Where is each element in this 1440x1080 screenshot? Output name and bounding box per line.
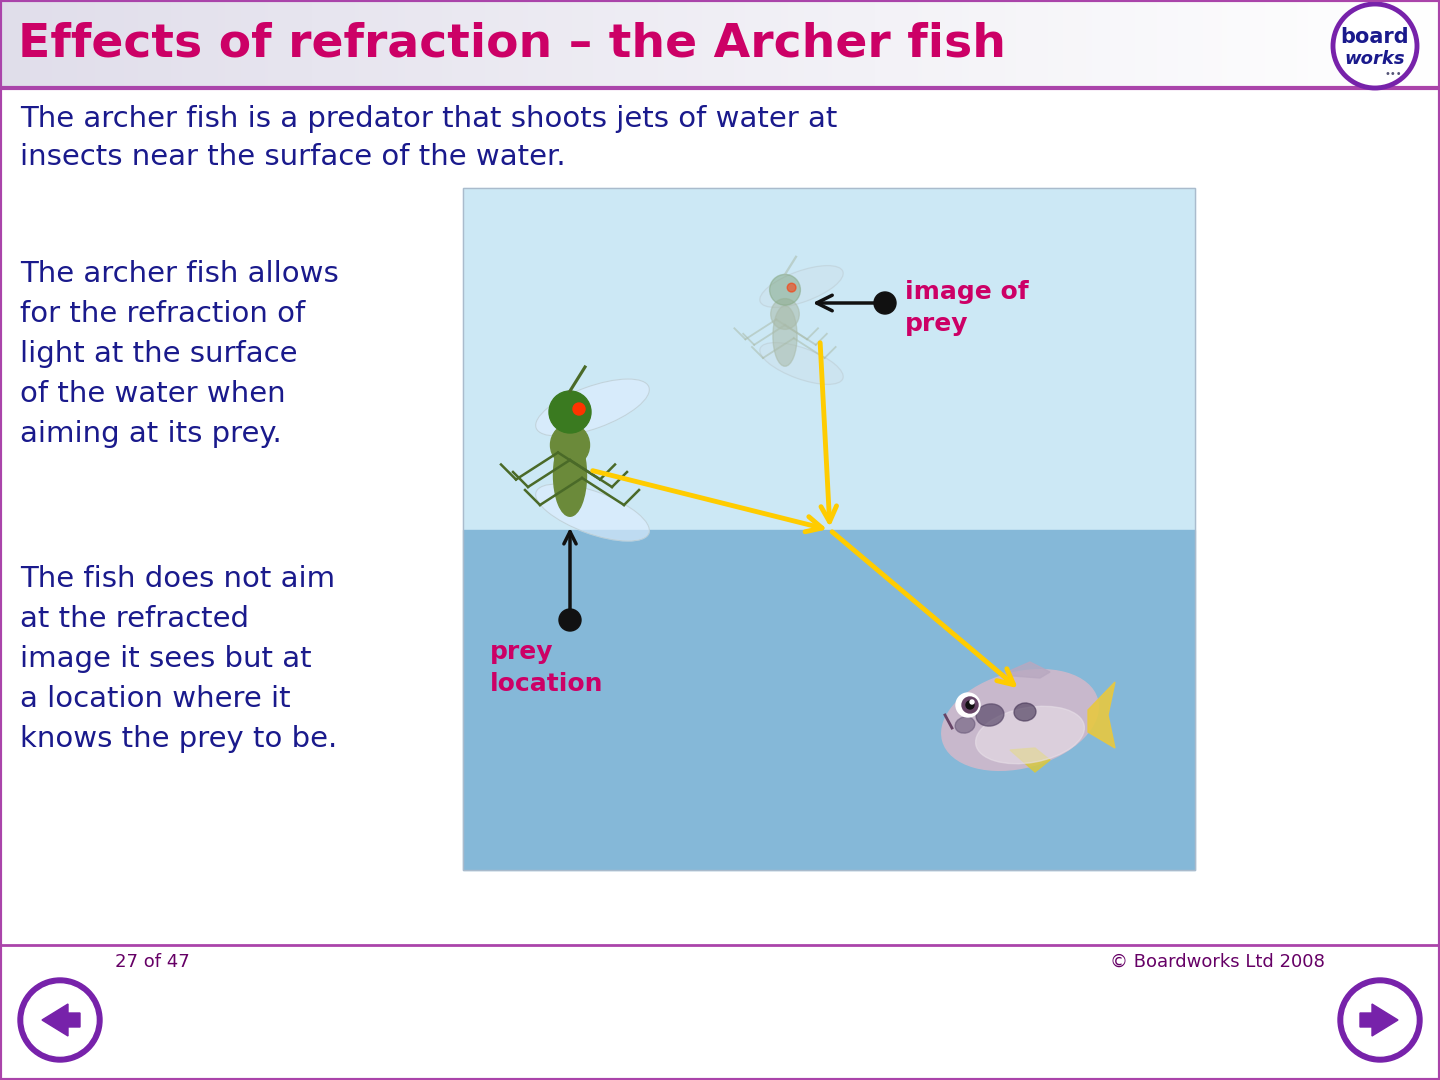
Circle shape	[24, 984, 96, 1056]
Circle shape	[559, 609, 580, 631]
Polygon shape	[1089, 681, 1115, 748]
Text: board: board	[1341, 27, 1410, 48]
Ellipse shape	[773, 306, 798, 366]
Ellipse shape	[942, 670, 1099, 770]
Ellipse shape	[976, 706, 1084, 764]
Ellipse shape	[553, 434, 586, 516]
Ellipse shape	[760, 342, 844, 384]
Ellipse shape	[955, 717, 975, 733]
Text: 27 of 47: 27 of 47	[115, 953, 190, 971]
Text: The archer fish allows
for the refraction of
light at the surface
of the water w: The archer fish allows for the refractio…	[20, 260, 338, 448]
Circle shape	[573, 403, 585, 415]
Text: •••: •••	[1384, 69, 1401, 79]
Text: The fish does not aim
at the refracted
image it sees but at
a location where it
: The fish does not aim at the refracted i…	[20, 565, 337, 754]
Text: image of
prey: image of prey	[904, 280, 1028, 336]
Polygon shape	[1009, 748, 1050, 772]
Circle shape	[788, 283, 796, 292]
Text: Effects of refraction – the Archer fish: Effects of refraction – the Archer fish	[17, 22, 1007, 67]
Circle shape	[874, 292, 896, 314]
Circle shape	[549, 391, 590, 433]
Circle shape	[1344, 984, 1416, 1056]
Ellipse shape	[550, 424, 589, 465]
Bar	[464, 188, 1195, 530]
Polygon shape	[42, 1004, 81, 1036]
Circle shape	[17, 978, 102, 1062]
Ellipse shape	[976, 704, 1004, 726]
Ellipse shape	[536, 484, 649, 541]
Text: © Boardworks Ltd 2008: © Boardworks Ltd 2008	[1110, 953, 1325, 971]
Text: The archer fish is a predator that shoots jets of water at
insects near the surf: The archer fish is a predator that shoot…	[20, 105, 838, 171]
Circle shape	[971, 700, 973, 704]
Polygon shape	[1359, 1004, 1398, 1036]
Circle shape	[966, 701, 973, 708]
Text: prey
location: prey location	[490, 640, 603, 696]
Polygon shape	[999, 662, 1050, 678]
Circle shape	[1338, 978, 1423, 1062]
Ellipse shape	[536, 379, 649, 436]
Circle shape	[962, 697, 978, 713]
Ellipse shape	[1014, 703, 1035, 721]
Circle shape	[956, 693, 981, 717]
Text: works: works	[1345, 50, 1405, 68]
Circle shape	[769, 274, 801, 306]
Bar	[464, 530, 1195, 870]
Bar	[464, 188, 1195, 870]
Ellipse shape	[760, 266, 844, 308]
Ellipse shape	[770, 298, 799, 329]
Circle shape	[1335, 5, 1416, 86]
